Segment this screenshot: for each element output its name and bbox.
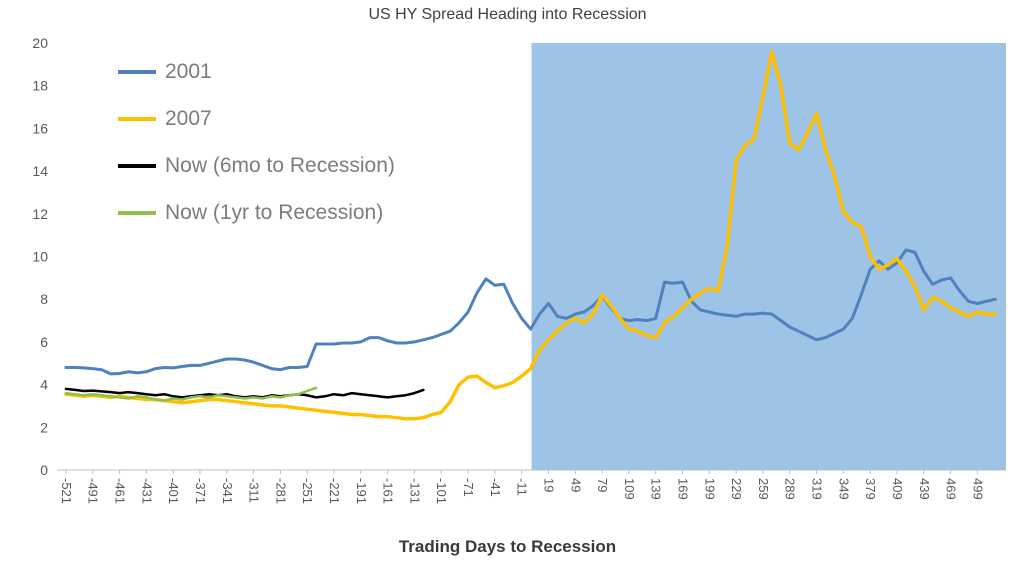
x-tick-label: -401 [166,478,181,504]
x-tick-label: 349 [836,478,851,500]
x-tick-label: -131 [407,478,422,504]
legend-swatch-2001-line [118,70,156,74]
y-tick-label: 0 [40,462,48,478]
legend-label-2001: 2001 [165,60,212,83]
series-line-2 [64,49,998,421]
x-tick-label: 319 [810,478,825,500]
x-tick-label: -11 [515,478,530,496]
x-tick-label: 379 [863,478,878,500]
x-tick-label: -221 [327,478,342,504]
recession-shading-region [531,43,1006,470]
x-tick-label: -491 [86,478,101,504]
legend-swatch-now-1yr-line [118,211,156,215]
x-tick-label: -71 [461,478,476,497]
legend-swatch-2007-line [118,117,156,121]
y-tick-label: 6 [40,334,48,350]
x-tick-label: 79 [595,478,610,492]
series-line-1 [64,248,997,376]
legend-item-2007: 2007 [118,104,395,134]
legend-item-now-6mo: Now (6mo to Recession) [118,151,395,181]
x-tick-label: -191 [354,478,369,504]
x-tick-label: 499 [970,478,985,500]
x-tick-label: 19 [541,478,556,492]
y-tick-label: 10 [32,249,48,265]
y-tick-label: 20 [32,35,48,51]
legend-label-now-6mo: Now (6mo to Recession) [165,154,395,177]
x-axis-title: Trading Days to Recession [398,537,617,556]
x-tick-label: 169 [676,478,691,500]
legend-item-now-1yr: Now (1yr to Recession) [118,198,395,228]
legend-item-2001: 2001 [118,57,395,87]
x-tick-label: -281 [273,478,288,504]
y-tick-label: 4 [40,377,48,393]
x-tick-label: -521 [59,478,74,504]
chart-title: US HY Spread Heading into Recession [368,6,647,23]
x-tick-label: 109 [622,478,637,500]
legend-label-now-1yr: Now (1yr to Recession) [165,201,384,224]
y-tick-label: 12 [32,206,48,222]
x-tick-label: -431 [139,478,154,504]
legend-swatch-now-6mo-line [118,164,156,168]
x-tick-label: -101 [434,478,449,504]
x-tick-label: 139 [649,478,664,500]
x-tick-label: -41 [488,478,503,497]
x-tick-label: -251 [300,478,315,504]
x-tick-label: 229 [729,478,744,500]
x-tick-label: 469 [944,478,959,500]
y-tick-label: 2 [40,419,48,435]
series-line-4 [64,386,318,402]
x-tick-label: 199 [702,478,717,500]
y-tick-label: 18 [32,78,48,94]
x-tick-label: -161 [381,478,396,504]
x-tick-label: -461 [113,478,128,504]
x-tick-label: -341 [220,478,235,504]
x-tick-label: -311 [247,478,262,503]
x-tick-label: 259 [756,478,771,500]
y-tick-label: 14 [32,163,48,179]
y-tick-label: 8 [40,291,48,307]
legend: 2001 2007 Now (6mo to Recession) Now (1y… [118,57,395,228]
x-tick-label: 49 [568,478,583,492]
x-tick-label: 439 [917,478,932,500]
x-tick-label: 409 [890,478,905,500]
legend-label-2007: 2007 [165,107,212,130]
x-tick-label: -371 [193,478,208,504]
y-tick-label: 16 [32,120,48,136]
x-tick-label: 289 [783,478,798,500]
